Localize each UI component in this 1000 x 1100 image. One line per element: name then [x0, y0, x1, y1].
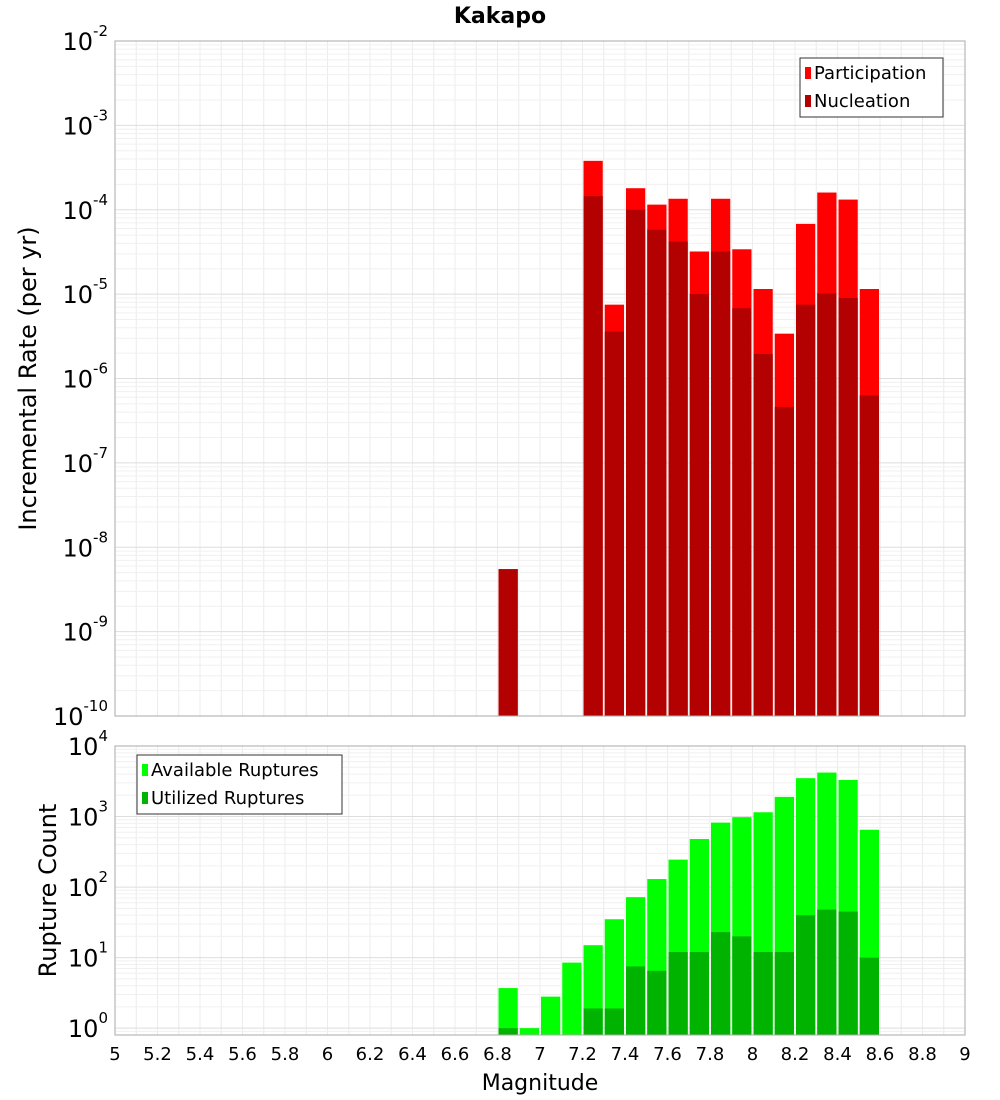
legend-entry: Available Ruptures — [151, 760, 319, 781]
x-tick-label: 5.8 — [271, 1044, 300, 1065]
rupture-legend: Available Ruptures Utilized Ruptures — [136, 754, 343, 815]
y-tick-label: 104 — [68, 727, 108, 761]
bar-utilized-ruptures — [604, 1008, 624, 1035]
bar-utilized-ruptures — [626, 966, 646, 1035]
bar-nucleation — [668, 241, 688, 717]
bar-available-ruptures — [562, 962, 582, 1035]
bar-utilized-ruptures — [774, 952, 794, 1035]
bar-nucleation — [583, 196, 603, 716]
x-tick-label: 5.6 — [228, 1044, 257, 1065]
bar-nucleation — [604, 331, 624, 716]
bar-nucleation — [859, 395, 879, 716]
bar-nucleation — [838, 297, 858, 716]
bar-nucleation — [774, 406, 794, 716]
y-tick-label: 10-10 — [53, 697, 108, 731]
rupture-y-ticks: 104 103 102 101 100 — [68, 727, 108, 1043]
magnitude-x-ticks: 5 5.2 5.4 5.6 5.8 6 6.2 6.4 6.6 6.8 7 7.2 7.4 7.6 7.8 8… — [109, 1044, 970, 1065]
x-tick-label: 5 — [109, 1044, 120, 1065]
bar-utilized-ruptures — [689, 952, 709, 1035]
y-tick-label: 100 — [68, 1009, 108, 1043]
y-tick-label: 10-2 — [62, 22, 108, 56]
bar-utilized-ruptures — [732, 936, 752, 1035]
bar-nucleation — [626, 209, 646, 716]
y-tick-label: 102 — [68, 868, 108, 902]
x-tick-label: 7.2 — [568, 1044, 597, 1065]
y-tick-label: 103 — [68, 798, 108, 832]
legend-swatch — [142, 792, 148, 804]
bar-utilized-ruptures — [838, 911, 858, 1035]
bar-nucleation — [498, 569, 518, 716]
y-tick-label: 10-7 — [62, 444, 108, 478]
bar-nucleation — [753, 354, 773, 716]
rate-plot-frame — [114, 40, 966, 717]
bar-utilized-ruptures — [498, 1028, 518, 1035]
y-tick-label: 10-3 — [62, 106, 108, 140]
y-tick-label: 10-6 — [62, 360, 108, 394]
x-tick-label: 6.4 — [398, 1044, 427, 1065]
y-tick-label: 101 — [68, 939, 108, 973]
bar-nucleation — [817, 293, 837, 716]
bar-utilized-ruptures — [817, 909, 837, 1035]
chart-title: Kakapo — [454, 4, 546, 29]
x-tick-label: 8.2 — [781, 1044, 810, 1065]
rate-legend: Participation Nucleation — [799, 57, 944, 118]
x-tick-label: 8.6 — [866, 1044, 895, 1065]
bar-utilized-ruptures — [668, 952, 688, 1035]
rupture-y-axis-label: Rupture Count — [34, 804, 62, 978]
y-tick-label: 10-8 — [62, 528, 108, 562]
legend-entry: Nucleation — [814, 91, 910, 112]
x-tick-label: 5.4 — [186, 1044, 215, 1065]
bar-utilized-ruptures — [753, 952, 773, 1035]
x-tick-label: 7.6 — [653, 1044, 682, 1065]
bar-nucleation — [689, 294, 709, 716]
rate-y-axis-label: Incremental Rate (per yr) — [14, 226, 42, 530]
legend-entry: Utilized Ruptures — [151, 788, 304, 809]
bar-available-ruptures — [498, 988, 518, 1035]
legend-swatch — [805, 95, 811, 107]
x-tick-label: 7.4 — [611, 1044, 640, 1065]
x-tick-label: 5.2 — [143, 1044, 172, 1065]
x-tick-label: 8.8 — [908, 1044, 937, 1065]
bar-utilized-ruptures — [583, 1008, 603, 1035]
legend-entry: Participation — [814, 63, 926, 84]
y-tick-label: 10-9 — [62, 613, 108, 647]
bar-utilized-ruptures — [647, 970, 667, 1035]
bar-utilized-ruptures — [711, 932, 731, 1035]
bar-nucleation — [647, 229, 667, 717]
bar-utilized-ruptures — [859, 957, 879, 1035]
rate-bars — [498, 160, 879, 717]
legend-swatch — [142, 764, 148, 776]
bar-nucleation — [732, 308, 752, 716]
x-tick-label: 6.8 — [483, 1044, 512, 1065]
x-tick-label: 7.8 — [696, 1044, 725, 1065]
rate-chart-panel: 10-2 10-3 10-4 10-5 10-6 10-7 10-8 10-9 10-10 In… — [14, 22, 966, 731]
bar-available-ruptures — [519, 1028, 539, 1035]
y-tick-label: 10-5 — [62, 275, 108, 309]
x-tick-label: 9 — [959, 1044, 970, 1065]
bar-nucleation — [796, 304, 816, 716]
bar-utilized-ruptures — [796, 915, 816, 1035]
x-tick-label: 6.2 — [356, 1044, 385, 1065]
y-tick-label: 10-4 — [62, 191, 108, 225]
rupture-plot-frame — [114, 745, 966, 1036]
x-tick-label: 6 — [322, 1044, 333, 1065]
x-tick-label: 7 — [534, 1044, 545, 1065]
legend-swatch — [805, 67, 811, 79]
rupture-count-chart-panel: 104 103 102 101 100 Rupture Count Available … — [34, 727, 966, 1043]
bar-nucleation — [711, 251, 731, 716]
x-tick-label: 8.4 — [823, 1044, 852, 1065]
legend-box — [799, 57, 944, 118]
rate-y-ticks: 10-2 10-3 10-4 10-5 10-6 10-7 10-8 10-9 10-10 — [53, 22, 108, 731]
x-tick-label: 6.6 — [441, 1044, 470, 1065]
x-axis-label: Magnitude — [482, 1071, 599, 1096]
bar-available-ruptures — [604, 919, 624, 1035]
bar-available-ruptures — [541, 996, 561, 1035]
rupture-bars — [498, 772, 879, 1035]
rate-gridlines — [114, 41, 966, 717]
x-tick-label: 8 — [747, 1044, 758, 1065]
legend-box — [136, 754, 343, 815]
